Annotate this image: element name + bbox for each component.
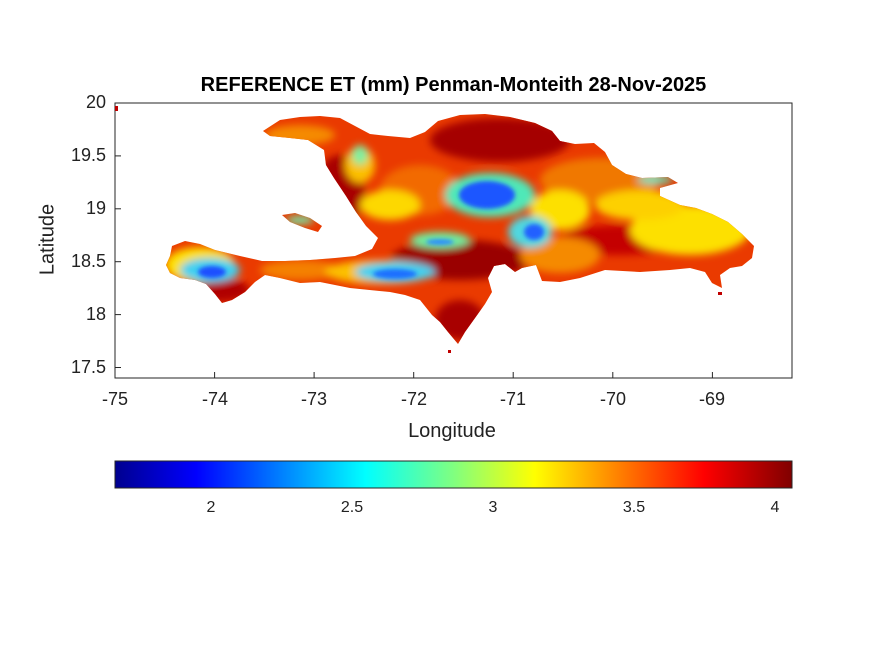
map-title: REFERENCE ET (mm) Penman-Monteith 28-Nov… (200, 74, 707, 96)
x-axis-label: Longitude (408, 420, 496, 442)
x-tick-label: -73 (300, 389, 327, 409)
et-zone-low-mid (530, 190, 590, 230)
y-tick-label: 18 (85, 304, 106, 324)
colorbar-tick-label: 2 (206, 499, 216, 516)
y-tick-label: 19 (85, 198, 106, 218)
x-tick-label: -70 (599, 389, 626, 409)
colorbar-tick-label: 3.5 (622, 499, 646, 516)
et-zone-low (286, 216, 314, 224)
colorbar-tick-label: 3 (488, 499, 498, 516)
coastal-speck (448, 350, 451, 353)
coastal-speck (718, 292, 722, 295)
et-zone-low (637, 176, 673, 184)
colorbar-tick-label: 4 (770, 499, 780, 516)
x-tick-label: -69 (698, 389, 725, 409)
y-tick-label: 19.5 (70, 145, 106, 165)
x-tick-label: -72 (400, 389, 427, 409)
et-zone-high (430, 118, 570, 162)
et-zone-mid (260, 260, 340, 280)
x-tick-label: -71 (499, 389, 526, 409)
tick-marks (114, 102, 713, 378)
et-zone-low (352, 145, 368, 165)
colorbar-tick-label: 2.5 (340, 499, 364, 516)
et-zone-lowest (524, 224, 544, 240)
colorbar (114, 460, 793, 489)
y-tick-label: 20 (85, 92, 106, 112)
x-tick-label: -75 (101, 389, 128, 409)
y-tick-label: 18.5 (70, 251, 106, 271)
y-tick-label: 17.5 (70, 357, 106, 377)
y-axis-label: Latitude (36, 203, 59, 276)
et-zone-low-mid (595, 190, 685, 220)
et-zone-lowest (373, 269, 417, 279)
et-zone-lowest (198, 266, 226, 278)
et-zone-low-mid (360, 190, 420, 220)
et-zone-lowest (459, 181, 515, 209)
coastal-speck (115, 106, 118, 111)
x-tick-label: -74 (201, 389, 228, 409)
et-zone-lowest (426, 239, 454, 245)
